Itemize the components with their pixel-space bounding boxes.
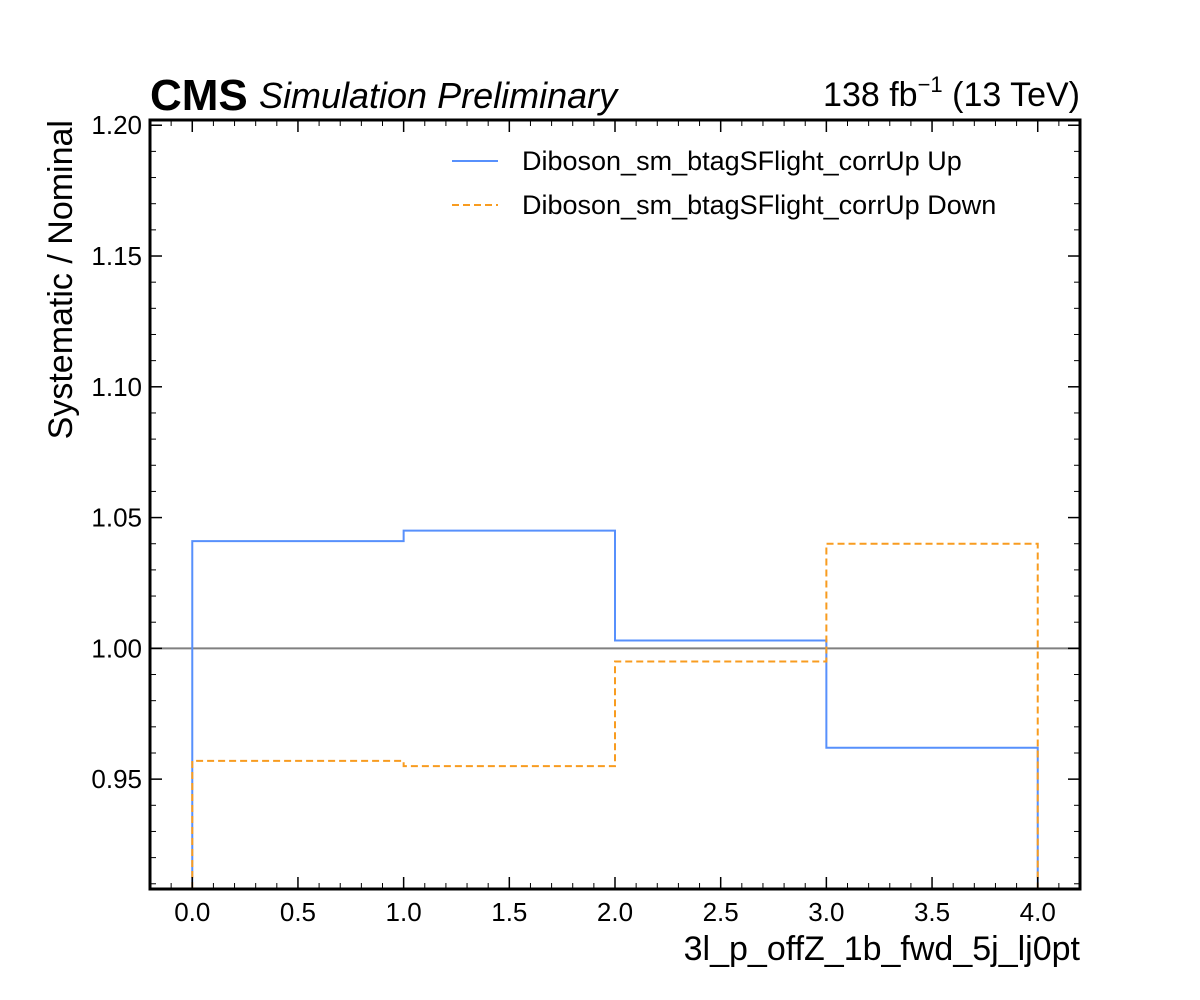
plot-frame [148, 118, 1082, 891]
x-tick-label: 4.0 [1020, 897, 1056, 927]
x-tick-label: 3.5 [914, 897, 950, 927]
y-tick-label: 0.95 [91, 764, 142, 794]
x-tick-label: 0.0 [174, 897, 210, 927]
legend-label-2: Diboson_sm_btagSFlight_corrUp Down [522, 190, 996, 220]
tick-labels: 0.0 0.5 1.0 1.5 2.0 2.5 3.0 3.5 4.0 0.95 1.00 1.05 1… [91, 110, 1055, 927]
x-tick-label: 2.0 [597, 897, 633, 927]
lumi-energy: (13 TeV) [943, 76, 1080, 114]
series-line-1 [191, 529, 1039, 889]
x-axis-title: 3l_p_offZ_1b_fwd_5j_lj0pt [684, 930, 1081, 968]
status-label: Simulation Preliminary [259, 75, 619, 116]
series-group [191, 529, 1039, 889]
series-line-2 [191, 542, 1039, 889]
y-tick-label: 1.00 [91, 633, 142, 663]
experiment-label: CMS [150, 71, 248, 120]
lumi-value: 138 fb [823, 76, 918, 114]
lumi-label: 138 fb−1 (13 TeV) [823, 72, 1080, 114]
plot-area [148, 118, 1082, 891]
y-tick-label: 1.05 [91, 503, 142, 533]
lumi-exponent: −1 [918, 72, 943, 97]
x-tick-label: 1.0 [386, 897, 422, 927]
ticks-group [149, 120, 1081, 889]
y-tick-label: 1.10 [91, 372, 142, 402]
x-tick-label: 3.0 [808, 897, 844, 927]
x-tick-label: 2.5 [703, 897, 739, 927]
y-axis-title: Systematic / Nominal [42, 120, 80, 439]
y-tick-label: 1.20 [91, 110, 142, 140]
x-tick-label: 0.5 [280, 897, 316, 927]
legend: Diboson_sm_btagSFlight_corrUp Up Diboson_… [452, 146, 996, 220]
legend-label-1: Diboson_sm_btagSFlight_corrUp Up [522, 146, 962, 176]
x-tick-label: 1.5 [491, 897, 527, 927]
y-tick-label: 1.15 [91, 241, 142, 271]
